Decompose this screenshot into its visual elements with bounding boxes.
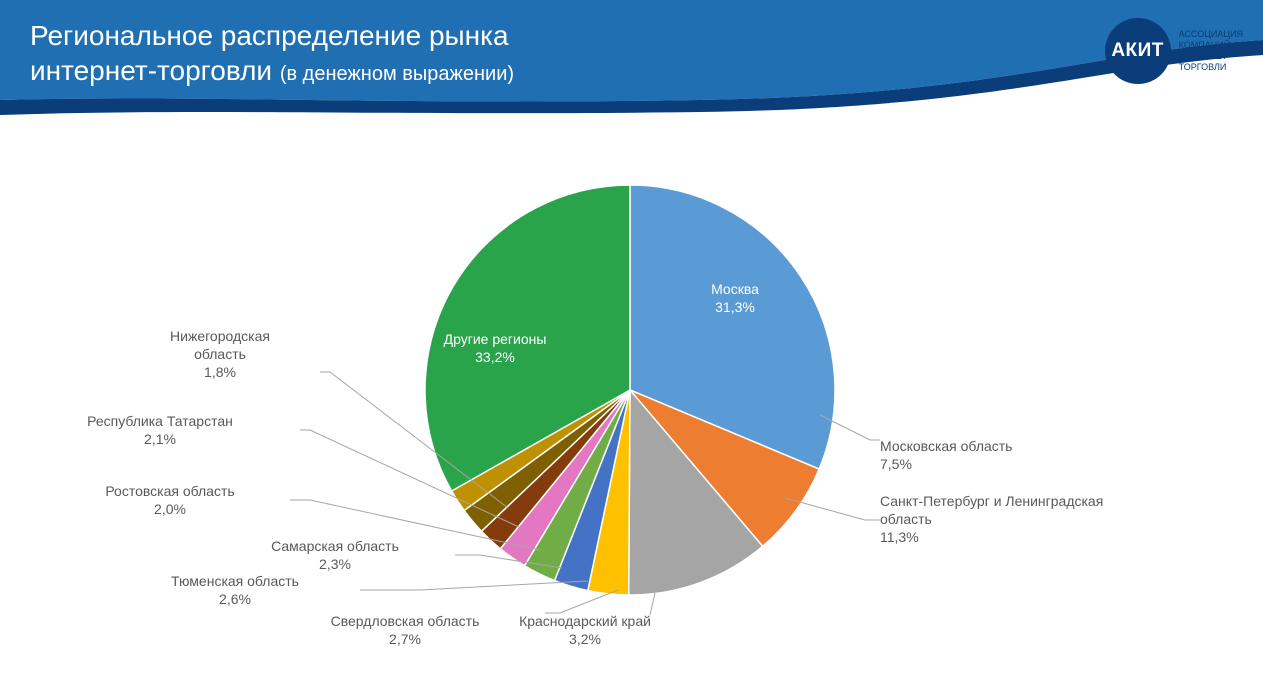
logo-circle: АКИТ [1105, 18, 1171, 84]
pie-label-inside: Другие регионы33,2% [444, 330, 547, 366]
pie-chart: Московская область7,5% Санкт-Петербург и … [0, 130, 1263, 670]
title-subtitle: (в денежном выражении) [280, 63, 514, 85]
pie-label: Ростовская область2,0% [105, 482, 234, 518]
logo-subtext: АССОЦИАЦИЯКОМПАНИЙИНТЕРНЕТТОРГОВЛИ [1179, 29, 1243, 74]
pie-label-inside: Москва31,3% [711, 280, 759, 316]
logo-text: АКИТ [1111, 40, 1164, 62]
pie-label: Нижегородскаяобласть1,8% [170, 327, 270, 382]
leader-line [820, 415, 880, 440]
leader-line [300, 430, 521, 528]
slide-header: Региональное распределение рынка интерне… [0, 0, 1263, 120]
pie-label: Тюменская область2,6% [171, 572, 299, 608]
title-line-2: интернет-торговли [30, 55, 272, 86]
leader-line [455, 555, 562, 568]
pie-label: Московская область7,5% [880, 437, 1012, 473]
pie-label: Свердловская область2,7% [331, 612, 480, 648]
leader-line [785, 498, 880, 520]
pie-label: Самарская область2,3% [271, 537, 399, 573]
logo: АКИТ АССОЦИАЦИЯКОМПАНИЙИНТЕРНЕТТОРГОВЛИ [1105, 18, 1243, 84]
slide-title: Региональное распределение рынка интерне… [30, 18, 514, 88]
leader-line [360, 581, 588, 590]
leader-line [545, 590, 618, 613]
pie-label: Краснодарский край3,2% [519, 612, 651, 648]
title-line-1: Региональное распределение рынка [30, 20, 509, 51]
pie-label: Санкт-Петербург и Ленинградскаяобласть11… [880, 492, 1103, 547]
pie-label: Республика Татарстан2,1% [87, 412, 233, 448]
leader-line [320, 372, 508, 508]
